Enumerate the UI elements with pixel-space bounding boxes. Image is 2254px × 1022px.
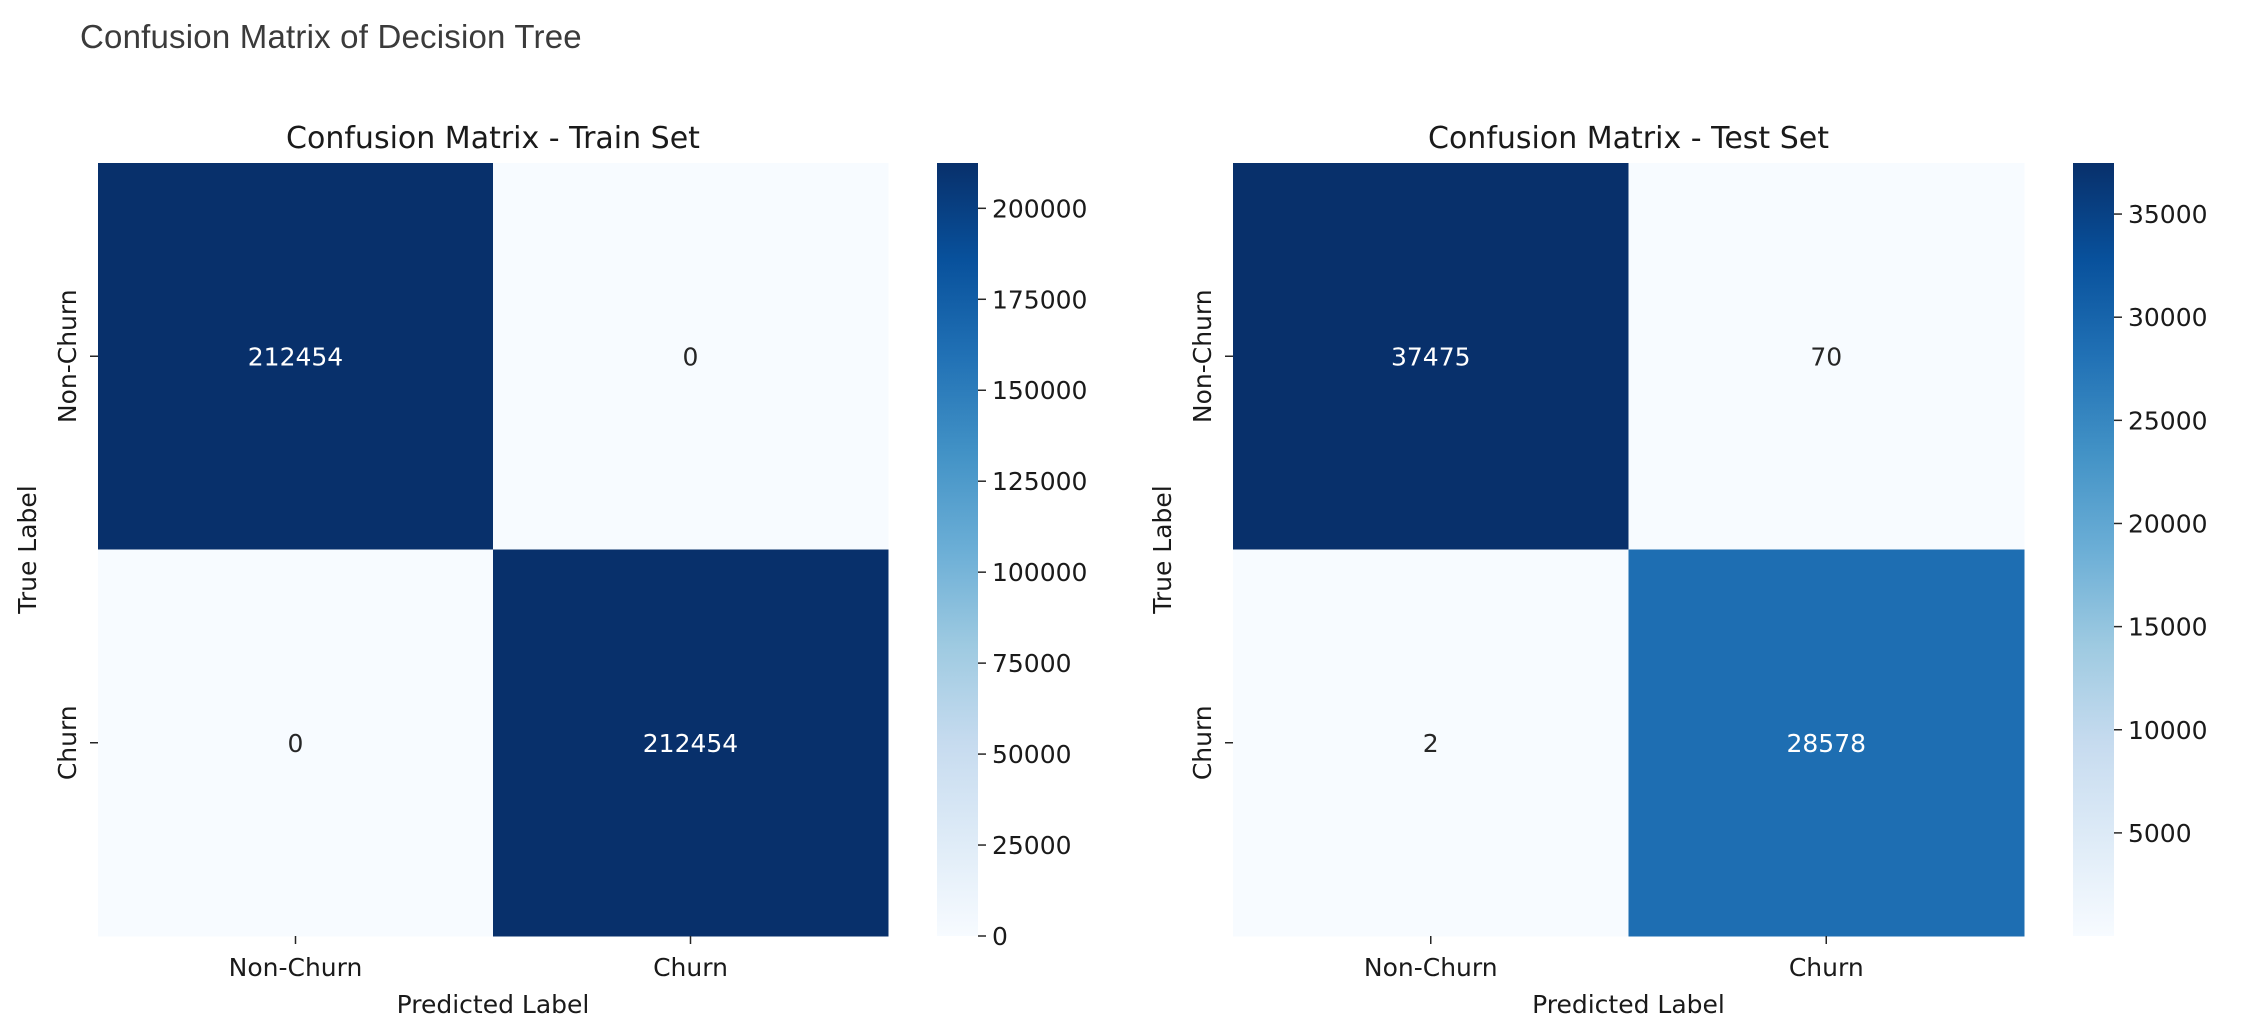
- heatmap-cell: [98, 549, 494, 937]
- colorbar-tick-label: 15000: [2128, 613, 2208, 642]
- colorbar-tick-label: 25000: [992, 831, 1072, 860]
- chart-title: Confusion Matrix - Train Set: [286, 121, 700, 156]
- y-tick-label: Non-Churn: [53, 289, 82, 423]
- colorbar-tick-label: 0: [992, 922, 1008, 951]
- y-tick-label: Non-Churn: [1188, 289, 1217, 423]
- y-tick-label: Churn: [1188, 705, 1217, 780]
- colorbar-tick-label: 75000: [992, 649, 1072, 678]
- cell-value-label: 70: [1810, 342, 1842, 371]
- heatmap-cell: [98, 163, 494, 550]
- heatmap-cell: [1233, 549, 1629, 937]
- y-tick-label: Churn: [53, 705, 82, 780]
- x-tick-label: Churn: [1789, 953, 1864, 982]
- colorbar-tick-label: 150000: [992, 376, 1087, 405]
- colorbar-tick-label: 125000: [992, 467, 1087, 496]
- page-title: Confusion Matrix of Decision Tree: [80, 18, 582, 55]
- colorbar: [2073, 163, 2114, 936]
- colorbar-tick-label: 100000: [992, 558, 1087, 587]
- cell-value-label: 28578: [1786, 729, 1866, 758]
- x-tick-label: Churn: [653, 953, 728, 982]
- y-axis-label: True Label: [1148, 485, 1177, 615]
- x-tick-label: Non-Churn: [1364, 953, 1498, 982]
- cell-value-label: 212454: [248, 342, 343, 371]
- colorbar-tick-label: 35000: [2128, 200, 2208, 229]
- heatmap-cell: [1628, 163, 2025, 550]
- cell-value-label: 0: [683, 342, 699, 371]
- colorbar-tick-label: 20000: [2128, 509, 2208, 538]
- chart-title: Confusion Matrix - Test Set: [1428, 121, 1829, 156]
- heatmap-cell: [493, 549, 889, 937]
- x-axis-label: Predicted Label: [1532, 990, 1725, 1019]
- colorbar-tick-label: 10000: [2128, 716, 2208, 745]
- heatmap-panel-train: Confusion Matrix - Train Set 212454 0 0 2124…: [13, 121, 1087, 1019]
- cell-value-label: 37475: [1391, 342, 1471, 371]
- heatmap-cell: [1233, 163, 1629, 550]
- colorbar-tick-label: 25000: [2128, 406, 2208, 435]
- colorbar-tick-label: 30000: [2128, 303, 2208, 332]
- cell-value-label: 2: [1423, 729, 1439, 758]
- colorbar-tick-label: 5000: [2128, 819, 2192, 848]
- y-axis-label: True Label: [13, 485, 42, 615]
- colorbar-tick-label: 200000: [992, 194, 1087, 223]
- cell-value-label: 0: [288, 729, 304, 758]
- heatmap-cell: [493, 163, 889, 550]
- heatmap-panel-test: Confusion Matrix - Test Set 37475 70 2 28578…: [1148, 121, 2208, 1019]
- x-axis-label: Predicted Label: [397, 990, 590, 1019]
- colorbar-tick-label: 175000: [992, 285, 1087, 314]
- x-tick-label: Non-Churn: [229, 953, 363, 982]
- cell-value-label: 212454: [643, 729, 738, 758]
- heatmap-cell: [1628, 549, 2025, 937]
- colorbar: [937, 163, 978, 936]
- colorbar-tick-label: 50000: [992, 740, 1072, 769]
